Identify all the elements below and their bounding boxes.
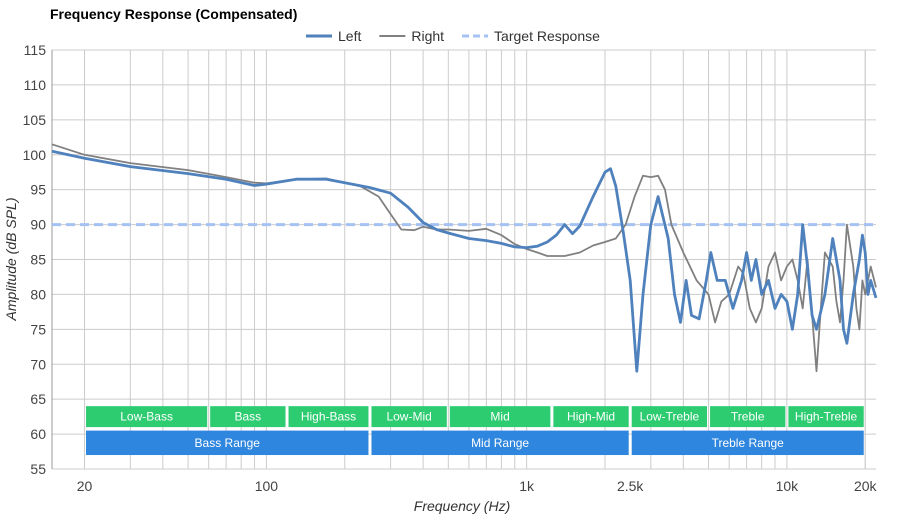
band-label-high-treble: High-Treble xyxy=(795,410,858,424)
series-lines xyxy=(51,143,878,373)
y-tick-label: 100 xyxy=(23,147,47,163)
y-tick-label: 115 xyxy=(24,42,47,58)
band-high-bass xyxy=(288,406,369,428)
legend: Left Right Target Response xyxy=(306,28,600,44)
band-low-mid xyxy=(371,406,447,428)
band-high-mid xyxy=(553,406,629,428)
x-axis-ticks: 20 100 1k 2.5k 10k 20k xyxy=(77,478,878,494)
band-treble xyxy=(710,406,786,428)
x-tick-label: 20k xyxy=(854,478,878,494)
frequency-bands: Low-Bass Bass High-Bass Low-Mid Mid High-Mid L… xyxy=(86,406,864,456)
y-tick-label: 70 xyxy=(30,356,46,372)
x-tick-label: 1k xyxy=(519,478,535,494)
band-label-treble-range: Treble Range xyxy=(712,436,785,450)
y-tick-label: 90 xyxy=(30,217,46,233)
y-tick-label: 85 xyxy=(30,252,46,268)
band-label-low-mid: Low-Mid xyxy=(386,410,431,424)
band-treble-range xyxy=(631,430,864,456)
x-tick-label: 100 xyxy=(255,478,279,494)
band-label-treble: Treble xyxy=(731,410,765,424)
band-label-low-treble: Low-Treble xyxy=(640,410,700,424)
band-label-low-bass: Low-Bass xyxy=(120,410,173,424)
band-label-high-bass: High-Bass xyxy=(301,410,356,424)
band-bass xyxy=(210,406,286,428)
band-label-mid: Mid xyxy=(490,410,509,424)
x-tick-label: 20 xyxy=(77,478,93,494)
legend-label-left: Left xyxy=(338,28,361,44)
y-axis-ticks: 55 60 65 70 75 80 85 90 95 100 105 110 115 xyxy=(23,42,47,477)
y-tick-label: 60 xyxy=(30,426,46,442)
grid xyxy=(51,49,876,470)
legend-label-target-response: Target Response xyxy=(494,28,600,44)
band-label-bass-range: Bass Range xyxy=(195,436,261,450)
band-low-treble xyxy=(631,406,708,428)
band-label-high-mid: High-Mid xyxy=(567,410,615,424)
y-axis-title: Amplitude (dB SPL) xyxy=(3,198,19,322)
y-tick-label: 95 xyxy=(30,182,46,198)
series-left xyxy=(51,149,878,373)
x-tick-label: 2.5k xyxy=(617,478,644,494)
y-tick-label: 55 xyxy=(30,461,46,477)
band-label-mid-range: Mid Range xyxy=(471,436,529,450)
x-axis-title: Frequency (Hz) xyxy=(414,498,510,514)
y-tick-label: 105 xyxy=(23,112,47,128)
y-tick-label: 110 xyxy=(24,77,47,93)
y-tick-label: 75 xyxy=(30,321,46,337)
y-tick-label: 80 xyxy=(30,286,46,302)
series-right xyxy=(51,143,877,373)
band-high-treble xyxy=(788,406,864,428)
band-mid xyxy=(449,406,551,428)
chart-title: Frequency Response (Compensated) xyxy=(50,6,297,22)
band-label-bass: Bass xyxy=(235,410,262,424)
legend-label-right: Right xyxy=(411,28,444,44)
band-low-bass xyxy=(86,406,208,428)
y-tick-label: 65 xyxy=(30,391,46,407)
x-tick-label: 10k xyxy=(776,478,800,494)
band-mid-range xyxy=(371,430,629,456)
band-bass-range xyxy=(86,430,369,456)
